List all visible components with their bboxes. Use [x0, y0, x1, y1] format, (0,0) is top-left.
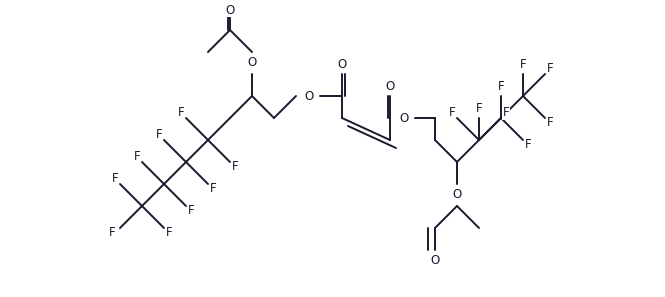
Text: O: O	[337, 59, 346, 72]
Text: F: F	[547, 62, 553, 75]
Text: F: F	[188, 205, 194, 217]
Text: O: O	[400, 111, 408, 124]
Text: F: F	[134, 151, 140, 164]
Text: F: F	[503, 107, 509, 119]
Text: F: F	[156, 129, 162, 141]
Text: F: F	[497, 80, 504, 94]
Text: O: O	[452, 189, 462, 201]
Text: F: F	[166, 227, 172, 239]
Text: F: F	[231, 160, 238, 173]
Text: F: F	[525, 138, 531, 151]
Text: F: F	[178, 107, 184, 119]
Text: F: F	[449, 107, 456, 119]
Text: F: F	[209, 182, 216, 195]
Text: O: O	[430, 254, 440, 266]
Text: O: O	[225, 4, 235, 17]
Text: F: F	[108, 227, 115, 239]
Text: F: F	[519, 59, 526, 72]
Text: F: F	[475, 102, 482, 116]
Text: F: F	[112, 173, 118, 186]
Text: F: F	[547, 116, 553, 129]
Text: O: O	[247, 56, 257, 69]
Text: O: O	[386, 80, 394, 94]
Text: O: O	[305, 89, 314, 102]
